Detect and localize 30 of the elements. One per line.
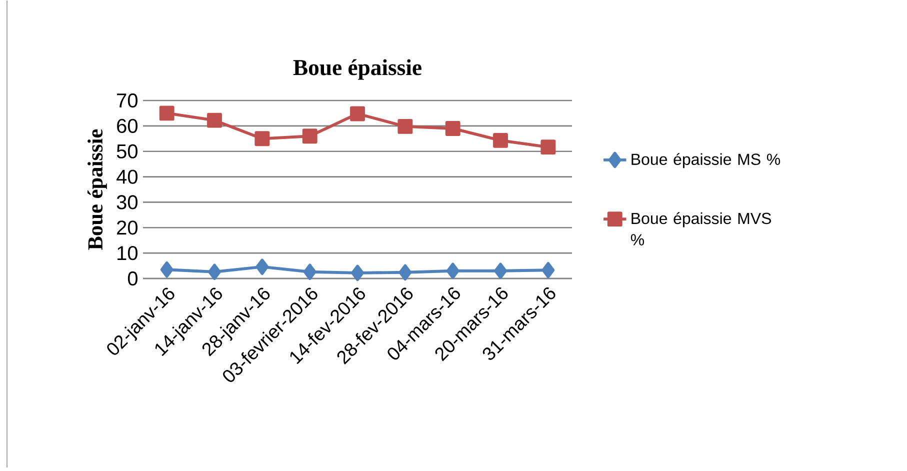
chart-title: Boue épaissie [293, 59, 422, 80]
point [540, 140, 556, 155]
y-tick-label: 70 [117, 94, 138, 108]
point [350, 106, 365, 122]
y-axis-title: Boue épaissie [88, 130, 107, 250]
y-tick-label: 30 [116, 195, 138, 210]
point [254, 131, 270, 146]
point [302, 128, 318, 144]
y-tick-label: 40 [116, 170, 138, 184]
point [445, 121, 460, 136]
point [207, 113, 222, 128]
point [303, 264, 316, 280]
point [494, 262, 507, 280]
y-tick-label: 50 [116, 144, 138, 159]
point [542, 262, 555, 278]
y-tick-label: 0 [128, 272, 138, 286]
point [160, 262, 174, 278]
point [256, 258, 269, 276]
point [493, 133, 508, 148]
point [398, 119, 413, 134]
point [351, 265, 364, 282]
point [159, 106, 174, 121]
y-tick-label: 60 [117, 119, 138, 134]
point [398, 264, 412, 281]
legend-label: Boue épaissie MS % [632, 153, 780, 168]
legend-label: Boue épaissie MVS % [630, 212, 772, 246]
y-tick-label: 10 [118, 246, 138, 260]
point [208, 264, 221, 280]
point [446, 262, 460, 280]
y-tick-label: 20 [117, 220, 138, 235]
